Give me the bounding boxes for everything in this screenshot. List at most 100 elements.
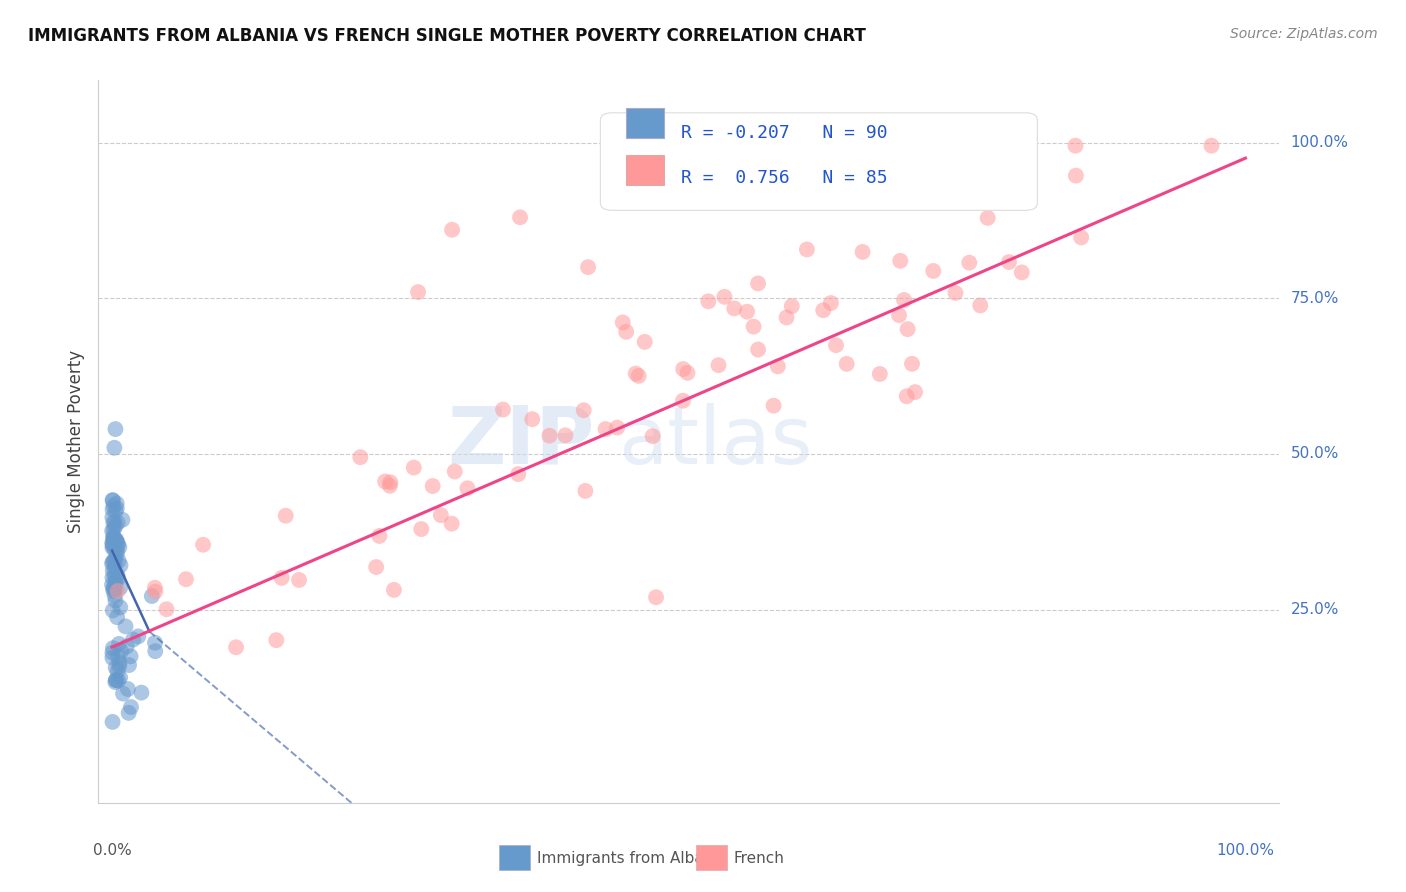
- Point: [174, 572, 197, 586]
- Text: IMMIGRANTS FROM ALBANIA VS FRENCH SINGLE MOTHER POVERTY CORRELATION CHART: IMMIGRANTS FROM ALBANIA VS FRENCH SINGLE…: [28, 27, 866, 45]
- Text: R = -0.207   N = 90: R = -0.207 N = 90: [681, 124, 887, 142]
- Point: [104, 660, 127, 674]
- Point: [101, 536, 124, 550]
- Point: [443, 465, 465, 479]
- Point: [143, 644, 166, 658]
- Point: [191, 538, 214, 552]
- Point: [349, 450, 371, 465]
- Text: R =  0.756   N = 85: R = 0.756 N = 85: [681, 169, 887, 187]
- Point: [104, 563, 127, 577]
- Point: [288, 573, 311, 587]
- Point: [747, 277, 769, 291]
- Point: [107, 568, 129, 582]
- Point: [108, 656, 131, 670]
- Point: [107, 572, 129, 586]
- Point: [835, 357, 858, 371]
- Point: [101, 510, 124, 524]
- Point: [266, 633, 288, 648]
- Text: Source: ZipAtlas.com: Source: ZipAtlas.com: [1230, 27, 1378, 41]
- Point: [103, 516, 125, 530]
- Point: [103, 554, 125, 568]
- Point: [105, 496, 128, 510]
- Point: [672, 393, 695, 408]
- Point: [522, 412, 544, 426]
- Point: [378, 479, 401, 493]
- Point: [825, 338, 848, 352]
- Point: [110, 600, 132, 615]
- Point: [366, 560, 388, 574]
- Point: [225, 640, 247, 655]
- Point: [104, 422, 127, 436]
- Point: [141, 589, 163, 603]
- Point: [103, 531, 125, 545]
- Point: [108, 671, 131, 685]
- Point: [742, 319, 765, 334]
- Point: [976, 211, 998, 225]
- Point: [101, 646, 124, 660]
- Point: [101, 571, 124, 585]
- Text: French: French: [734, 851, 785, 865]
- Point: [762, 399, 785, 413]
- Point: [820, 296, 842, 310]
- Point: [107, 536, 129, 550]
- Point: [101, 650, 124, 665]
- Point: [103, 581, 125, 595]
- Point: [813, 303, 835, 318]
- Point: [122, 632, 145, 647]
- Point: [108, 637, 131, 651]
- Point: [641, 429, 664, 443]
- Point: [107, 554, 129, 568]
- Point: [538, 428, 561, 442]
- Point: [270, 571, 292, 585]
- Point: [508, 467, 530, 481]
- Point: [896, 389, 918, 403]
- Point: [441, 223, 464, 237]
- Point: [509, 211, 531, 225]
- Point: [274, 508, 297, 523]
- Point: [893, 293, 915, 307]
- Point: [735, 304, 758, 318]
- Text: atlas: atlas: [619, 402, 813, 481]
- Point: [922, 264, 945, 278]
- Point: [645, 591, 668, 605]
- Point: [576, 260, 599, 274]
- Point: [1070, 230, 1092, 244]
- Point: [101, 577, 124, 591]
- Point: [143, 584, 166, 599]
- Point: [127, 629, 149, 643]
- Text: 100.0%: 100.0%: [1216, 843, 1274, 857]
- Point: [422, 479, 444, 493]
- Point: [107, 538, 129, 552]
- Point: [101, 557, 124, 571]
- Point: [108, 540, 131, 554]
- Point: [101, 539, 124, 553]
- Point: [430, 508, 453, 522]
- Point: [103, 532, 125, 546]
- Point: [104, 675, 127, 690]
- Point: [574, 483, 596, 498]
- Text: ZIP: ZIP: [447, 402, 595, 481]
- Point: [402, 460, 425, 475]
- Point: [115, 640, 138, 654]
- Point: [676, 366, 699, 380]
- Point: [612, 315, 634, 329]
- Point: [440, 516, 463, 531]
- Point: [492, 402, 515, 417]
- Point: [103, 499, 125, 513]
- Point: [723, 301, 745, 316]
- Point: [107, 664, 129, 678]
- Point: [901, 357, 924, 371]
- Text: 25.0%: 25.0%: [1291, 602, 1339, 617]
- Point: [104, 519, 127, 533]
- Point: [104, 504, 127, 518]
- Point: [104, 593, 127, 607]
- FancyBboxPatch shape: [626, 108, 664, 138]
- Point: [554, 428, 576, 442]
- Point: [374, 475, 396, 489]
- Point: [766, 359, 789, 374]
- Point: [105, 533, 128, 547]
- Text: 0.0%: 0.0%: [93, 843, 131, 857]
- Point: [103, 582, 125, 596]
- Point: [103, 516, 125, 530]
- Point: [104, 572, 127, 586]
